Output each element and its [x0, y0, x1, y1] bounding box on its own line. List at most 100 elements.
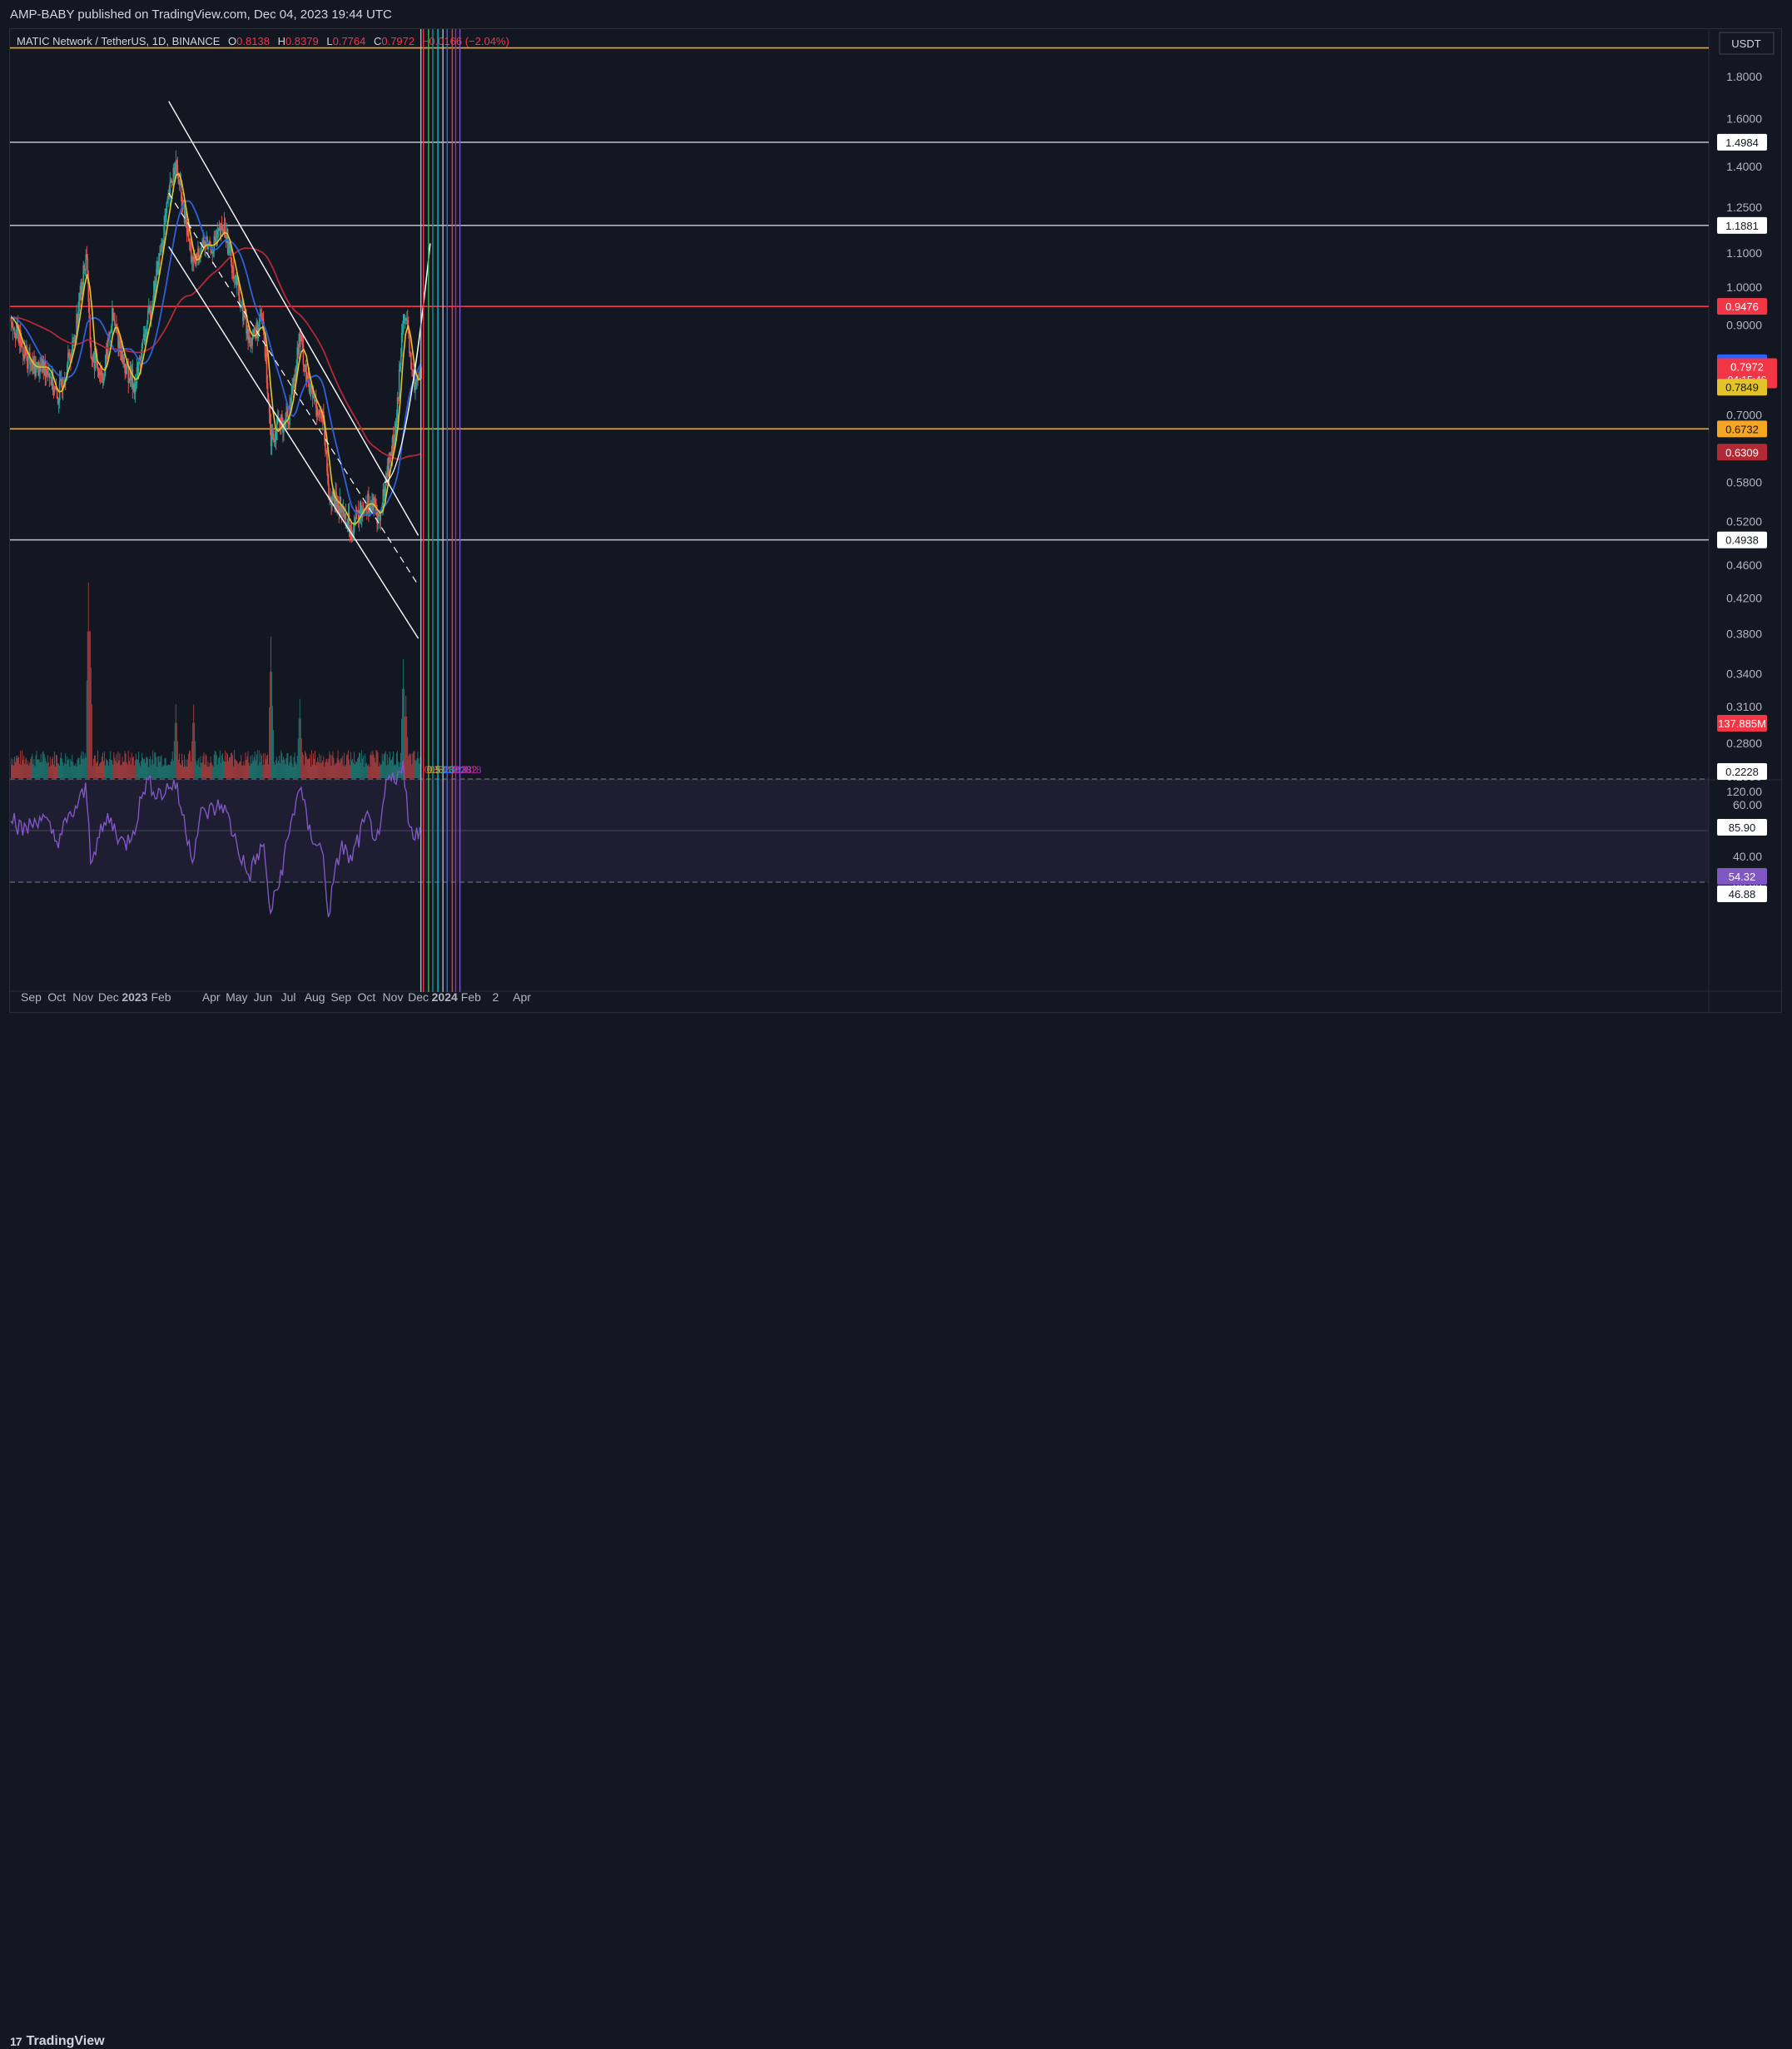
- volume-bar: [35, 755, 37, 778]
- time-axis-label: Jul: [281, 990, 296, 1004]
- tradingview-logo[interactable]: 17 TradingView: [10, 2034, 105, 2049]
- volume-bar: [44, 757, 46, 778]
- candle: [196, 253, 198, 259]
- candle: [253, 328, 256, 335]
- chart-pane[interactable]: 0.382 0.5 0.618 1.382 1.5 1.618 2.382 2.5 2.618 1…: [9, 28, 1783, 1014]
- volume-bar: [42, 752, 43, 778]
- volume-bar: [343, 752, 345, 778]
- candle: [166, 202, 167, 214]
- volume-bar: [305, 756, 307, 778]
- volume-bar: [141, 752, 142, 778]
- candle: [232, 266, 235, 279]
- candle: [350, 527, 352, 535]
- candle: [18, 330, 21, 344]
- candle: [149, 306, 151, 320]
- volume-bar: [197, 760, 199, 778]
- candle: [42, 356, 44, 366]
- candle: [47, 374, 50, 375]
- candle: [298, 334, 300, 355]
- candle: [305, 372, 308, 380]
- candle: [206, 236, 207, 241]
- volume-bar: [186, 767, 187, 778]
- candle: [388, 453, 390, 475]
- candle: [39, 365, 41, 373]
- volume-bar: [213, 754, 215, 778]
- candle: [92, 352, 95, 361]
- volume-bar: [276, 757, 278, 778]
- volume-label-bg: [1717, 715, 1767, 732]
- last-axis-label: 0.2228: [1725, 766, 1759, 778]
- candle: [87, 258, 89, 280]
- candle: [414, 379, 415, 390]
- candle: [21, 340, 23, 347]
- candle: [82, 284, 83, 295]
- candle: [170, 180, 172, 182]
- candle: [164, 217, 166, 226]
- candle: [386, 465, 389, 479]
- volume-bar: [361, 750, 363, 778]
- volume-bar: [357, 758, 358, 778]
- volume-bar: [295, 764, 297, 778]
- volume-bar: [171, 758, 172, 778]
- price-axis-tick: 0.3400: [1726, 667, 1762, 680]
- candle: [181, 192, 183, 210]
- candle: [122, 346, 123, 363]
- rsi-value-label-bg: [1717, 868, 1767, 885]
- volume-bar: [284, 759, 285, 778]
- candle: [177, 175, 180, 185]
- candle: [393, 439, 395, 449]
- candle: [148, 306, 151, 309]
- candle: [163, 225, 165, 246]
- candle: [245, 317, 246, 320]
- candle: [41, 365, 43, 367]
- volume-bar: [39, 762, 41, 778]
- volume-bar: [332, 751, 334, 778]
- candle: [278, 419, 280, 422]
- volume-bar: [368, 764, 370, 778]
- candle: [53, 387, 56, 392]
- candle: [401, 329, 404, 333]
- candle: [288, 423, 290, 424]
- candle: [130, 366, 132, 381]
- candle: [252, 335, 254, 338]
- volume-bar: [330, 766, 332, 778]
- candle: [230, 243, 232, 262]
- symbol-legend[interactable]: MATIC Network / TetherUS, 1D, BINANCE O0…: [17, 35, 509, 47]
- volume-bar: [335, 763, 337, 778]
- volume-bar: [103, 761, 104, 778]
- candle: [67, 352, 69, 365]
- candle: [320, 411, 322, 413]
- volume-bar: [341, 756, 343, 778]
- candle: [390, 453, 392, 457]
- level-label-0: 0.9476: [1725, 300, 1759, 313]
- fib-label-1: 0.5: [427, 764, 441, 776]
- candle: [80, 282, 82, 300]
- rsi-top-label: 85.90: [1729, 821, 1756, 834]
- volume-bar: [134, 760, 136, 778]
- candle: [205, 240, 206, 247]
- candle: [72, 340, 73, 353]
- volume-bar: [98, 766, 99, 778]
- candle: [15, 330, 17, 339]
- volume-bar: [345, 755, 347, 778]
- volume-bar: [162, 764, 164, 778]
- candle: [250, 345, 251, 347]
- volume-bar: [48, 767, 50, 778]
- candle: [117, 334, 119, 348]
- candle: [380, 509, 383, 513]
- candle: [110, 331, 112, 333]
- candle: [98, 372, 101, 376]
- candle: [251, 337, 253, 346]
- candle: [234, 275, 236, 277]
- rsi-line: [10, 760, 421, 918]
- volume-bar: [32, 753, 33, 778]
- volume-bar: [26, 757, 27, 778]
- volume-bar: [74, 765, 76, 778]
- volume-bar: [146, 757, 147, 778]
- volume-bar: [49, 757, 51, 778]
- rsi-axis-tick: 40.00: [1733, 850, 1762, 863]
- volume-bar: [133, 765, 135, 778]
- candle: [270, 424, 272, 446]
- volume-bar: [68, 758, 70, 778]
